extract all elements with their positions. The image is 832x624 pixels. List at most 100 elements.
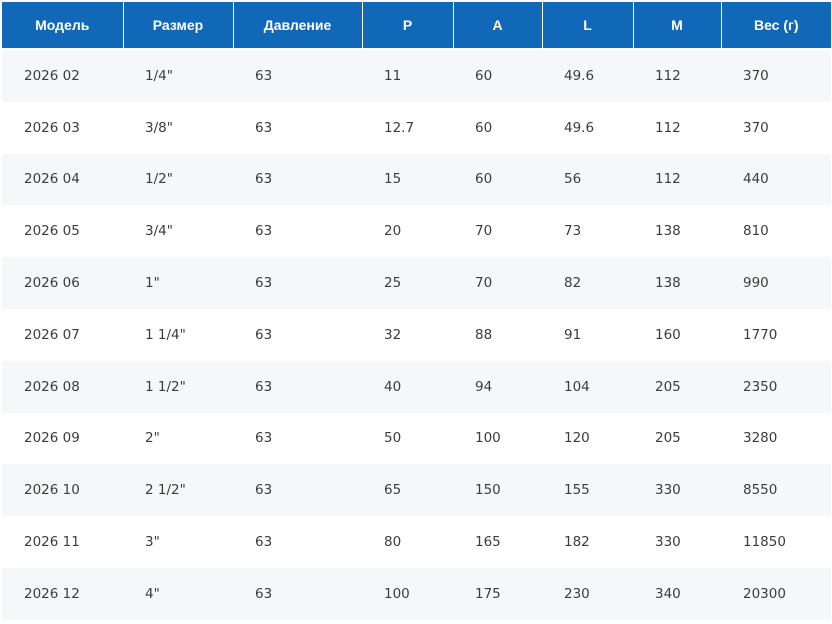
cell-model: 2026 10 bbox=[2, 464, 123, 517]
cell-pressure: 63 bbox=[233, 516, 362, 568]
cell-size: 1 1/2" bbox=[123, 360, 233, 413]
cell-model: 2026 07 bbox=[2, 308, 123, 361]
cell-pressure: 63 bbox=[233, 360, 362, 413]
cell-m: 330 bbox=[633, 516, 721, 568]
cell-pressure: 63 bbox=[233, 101, 362, 154]
cell-m: 112 bbox=[633, 49, 721, 102]
table-row: 2026 05 3/4" 63 20 70 73 138 810 bbox=[2, 205, 831, 258]
cell-pressure: 63 bbox=[233, 49, 362, 102]
cell-a: 70 bbox=[453, 257, 542, 309]
cell-model: 2026 08 bbox=[2, 360, 123, 413]
cell-weight: 20300 bbox=[721, 567, 831, 620]
cell-weight: 8550 bbox=[721, 464, 831, 517]
cell-model: 2026 06 bbox=[2, 257, 123, 309]
cell-weight: 810 bbox=[721, 205, 831, 258]
cell-m: 205 bbox=[633, 360, 721, 413]
cell-l: 91 bbox=[542, 308, 633, 361]
cell-size: 1 1/4" bbox=[123, 308, 233, 361]
cell-a: 175 bbox=[453, 567, 542, 620]
cell-model: 2026 12 bbox=[2, 567, 123, 620]
cell-p: 15 bbox=[362, 153, 453, 206]
header-model[interactable]: Модель bbox=[2, 2, 124, 50]
cell-a: 70 bbox=[453, 205, 542, 258]
cell-pressure: 63 bbox=[233, 567, 362, 620]
cell-a: 165 bbox=[453, 516, 542, 568]
cell-weight: 2350 bbox=[721, 360, 831, 413]
cell-l: 155 bbox=[542, 464, 633, 517]
cell-p: 20 bbox=[362, 205, 453, 258]
cell-p: 65 bbox=[362, 464, 453, 517]
cell-m: 205 bbox=[633, 412, 721, 465]
table-header: Модель Размер Давление P A L M Вес (г) bbox=[2, 2, 831, 50]
cell-p: 32 bbox=[362, 308, 453, 361]
table-row: 2026 11 3" 63 80 165 182 330 11850 bbox=[2, 516, 831, 568]
header-a[interactable]: A bbox=[453, 2, 543, 50]
cell-size: 2" bbox=[123, 412, 233, 465]
cell-a: 94 bbox=[453, 360, 542, 413]
cell-m: 340 bbox=[633, 567, 721, 620]
cell-p: 12.7 bbox=[362, 101, 453, 154]
cell-weight: 990 bbox=[721, 257, 831, 309]
cell-weight: 370 bbox=[721, 49, 831, 102]
cell-l: 56 bbox=[542, 153, 633, 206]
table-row: 2026 12 4" 63 100 175 230 340 20300 bbox=[2, 567, 831, 620]
cell-weight: 440 bbox=[721, 153, 831, 206]
cell-a: 100 bbox=[453, 412, 542, 465]
cell-m: 138 bbox=[633, 205, 721, 258]
cell-pressure: 63 bbox=[233, 153, 362, 206]
header-pressure[interactable]: Давление bbox=[233, 2, 363, 50]
table-body: 2026 02 1/4" 63 11 60 49.6 112 370 2026 03 3/8" 63… bbox=[2, 49, 831, 620]
cell-pressure: 63 bbox=[233, 257, 362, 309]
cell-m: 160 bbox=[633, 308, 721, 361]
cell-model: 2026 11 bbox=[2, 516, 123, 568]
cell-l: 120 bbox=[542, 412, 633, 465]
cell-l: 49.6 bbox=[542, 49, 633, 102]
cell-p: 50 bbox=[362, 412, 453, 465]
table-row: 2026 10 2 1/2" 63 65 150 155 330 8550 bbox=[2, 464, 831, 517]
header-l[interactable]: L bbox=[542, 2, 634, 50]
cell-l: 230 bbox=[542, 567, 633, 620]
cell-model: 2026 02 bbox=[2, 49, 123, 102]
cell-a: 60 bbox=[453, 153, 542, 206]
table-row: 2026 09 2" 63 50 100 120 205 3280 bbox=[2, 412, 831, 465]
cell-model: 2026 05 bbox=[2, 205, 123, 258]
cell-weight: 1770 bbox=[721, 308, 831, 361]
cell-p: 40 bbox=[362, 360, 453, 413]
cell-size: 4" bbox=[123, 567, 233, 620]
cell-m: 138 bbox=[633, 257, 721, 309]
cell-pressure: 63 bbox=[233, 308, 362, 361]
cell-a: 88 bbox=[453, 308, 542, 361]
table-row: 2026 06 1" 63 25 70 82 138 990 bbox=[2, 257, 831, 309]
table-row: 2026 04 1/2" 63 15 60 56 112 440 bbox=[2, 153, 831, 206]
cell-a: 150 bbox=[453, 464, 542, 517]
cell-l: 49.6 bbox=[542, 101, 633, 154]
cell-p: 100 bbox=[362, 567, 453, 620]
cell-size: 3/4" bbox=[123, 205, 233, 258]
table-row: 2026 03 3/8" 63 12.7 60 49.6 112 370 bbox=[2, 101, 831, 154]
table-row: 2026 07 1 1/4" 63 32 88 91 160 1770 bbox=[2, 308, 831, 361]
cell-size: 1" bbox=[123, 257, 233, 309]
cell-size: 1/4" bbox=[123, 49, 233, 102]
cell-l: 73 bbox=[542, 205, 633, 258]
cell-a: 60 bbox=[453, 101, 542, 154]
cell-p: 80 bbox=[362, 516, 453, 568]
cell-model: 2026 09 bbox=[2, 412, 123, 465]
cell-size: 2 1/2" bbox=[123, 464, 233, 517]
cell-l: 104 bbox=[542, 360, 633, 413]
header-m[interactable]: M bbox=[633, 2, 722, 50]
cell-m: 112 bbox=[633, 153, 721, 206]
cell-m: 112 bbox=[633, 101, 721, 154]
cell-weight: 3280 bbox=[721, 412, 831, 465]
cell-size: 1/2" bbox=[123, 153, 233, 206]
cell-model: 2026 03 bbox=[2, 101, 123, 154]
table-row: 2026 08 1 1/2" 63 40 94 104 205 2350 bbox=[2, 360, 831, 413]
cell-weight: 11850 bbox=[721, 516, 831, 568]
header-p[interactable]: P bbox=[362, 2, 454, 50]
cell-l: 182 bbox=[542, 516, 633, 568]
header-size[interactable]: Размер bbox=[123, 2, 234, 50]
header-weight[interactable]: Вес (г) bbox=[721, 2, 831, 50]
cell-a: 60 bbox=[453, 49, 542, 102]
cell-weight: 370 bbox=[721, 101, 831, 154]
